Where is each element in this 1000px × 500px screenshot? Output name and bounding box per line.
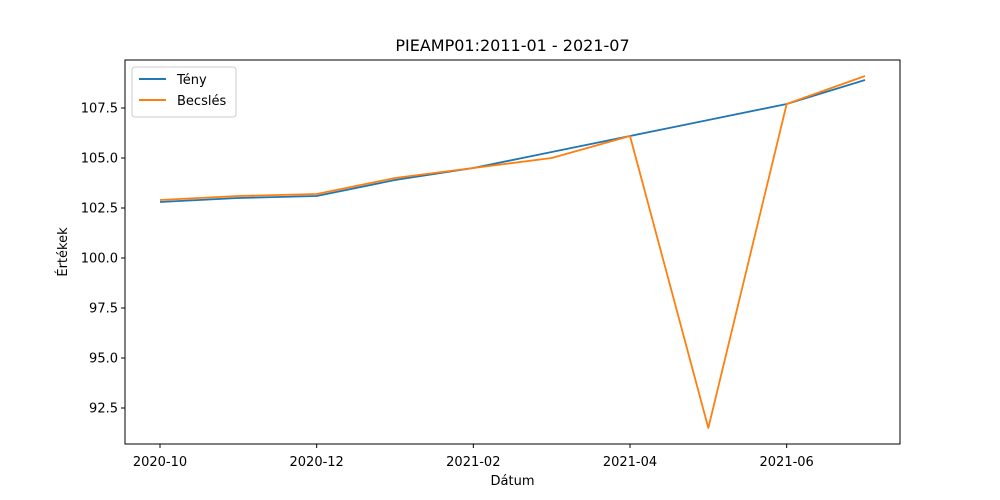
x-tick-label: 2021-06 <box>760 455 814 470</box>
y-axis-title: Értékek <box>55 227 71 277</box>
y-tick-label: 95.0 <box>89 352 118 367</box>
x-axis: 2020-10 2020-12 2021-02 2021-04 2021-06 <box>133 444 814 470</box>
plot-frame <box>124 59 901 445</box>
series-line-becsles <box>159 75 866 429</box>
legend-label-teny: Tény <box>176 73 207 88</box>
x-tick-label: 2021-02 <box>446 455 500 470</box>
chart-title: PIEAMP01:2011-01 - 2021-07 <box>395 36 629 55</box>
y-tick-label: 102.5 <box>81 202 118 217</box>
y-tick-label: 97.5 <box>89 302 118 317</box>
y-tick-label: 92.5 <box>89 402 118 417</box>
y-tick-label: 105.0 <box>81 152 118 167</box>
series-line-teny <box>159 79 866 203</box>
x-tick-label: 2021-04 <box>603 455 657 470</box>
y-tick-label: 107.5 <box>81 102 118 117</box>
x-axis-title: Dátum <box>491 474 535 489</box>
legend: Tény Becslés <box>131 66 237 118</box>
x-tick-label: 2020-12 <box>290 455 344 470</box>
plot-area <box>124 59 901 445</box>
y-tick-label: 100.0 <box>81 252 118 267</box>
legend-label-becsles: Becslés <box>177 94 226 109</box>
series-layer <box>159 75 866 429</box>
x-tick-label: 2020-10 <box>133 455 187 470</box>
y-axis: 92.5 95.0 97.5 100.0 102.5 105.0 107.5 <box>81 102 125 417</box>
